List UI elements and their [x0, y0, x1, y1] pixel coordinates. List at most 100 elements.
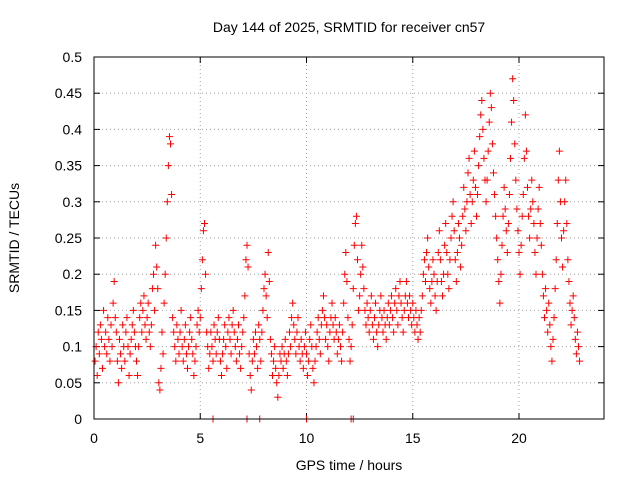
data-point — [212, 350, 220, 358]
data-point — [178, 343, 186, 351]
data-point — [189, 350, 197, 358]
data-point — [385, 321, 393, 329]
data-point — [300, 343, 308, 351]
data-point — [198, 256, 206, 264]
x-tick-label: 10 — [299, 430, 315, 446]
data-point — [243, 241, 251, 249]
data-point — [495, 277, 503, 285]
data-point — [201, 220, 208, 228]
data-point — [531, 248, 539, 256]
data-point — [517, 241, 525, 249]
data-point — [555, 147, 563, 155]
data-point — [507, 154, 514, 162]
data-point — [477, 111, 485, 119]
data-point — [575, 343, 582, 351]
data-point — [431, 292, 439, 300]
data-point — [306, 335, 314, 343]
data-point — [318, 306, 326, 314]
data-point — [94, 328, 102, 336]
data-point — [95, 350, 103, 358]
data-point — [397, 299, 405, 307]
data-point — [354, 256, 361, 264]
data-point — [443, 248, 451, 256]
data-point — [569, 292, 577, 300]
data-point — [184, 364, 191, 372]
y-axis-label: SRMTID / TECUs — [6, 183, 22, 293]
data-point — [513, 205, 521, 213]
data-point — [301, 328, 309, 336]
y-tick-label: 0.3 — [63, 194, 83, 210]
data-point — [239, 328, 247, 336]
data-point — [158, 328, 166, 336]
data-point — [108, 343, 116, 351]
data-point — [174, 335, 182, 343]
data-point — [430, 270, 438, 278]
data-point — [162, 234, 170, 242]
data-point — [292, 350, 300, 358]
data-point — [179, 357, 187, 365]
data-point — [286, 328, 293, 336]
data-point — [175, 350, 183, 358]
data-point — [521, 111, 529, 119]
data-point — [160, 299, 168, 307]
data-point — [129, 306, 137, 314]
data-point — [105, 335, 113, 343]
data-point — [207, 328, 215, 336]
data-point — [512, 176, 520, 184]
data-point — [263, 314, 271, 322]
data-point — [164, 162, 172, 170]
data-point — [339, 328, 347, 336]
data-point — [254, 364, 262, 372]
data-point — [334, 335, 342, 343]
data-point — [269, 372, 276, 380]
data-point — [436, 256, 444, 264]
data-point — [573, 328, 581, 336]
data-point — [320, 292, 327, 300]
data-point — [190, 372, 198, 380]
data-point — [206, 350, 214, 358]
data-point — [246, 372, 254, 380]
data-point — [546, 321, 554, 329]
data-point — [486, 89, 494, 97]
data-point — [551, 285, 559, 293]
data-point — [364, 314, 372, 322]
data-point — [182, 350, 190, 358]
data-point — [230, 328, 238, 336]
data-point — [279, 364, 287, 372]
data-point — [537, 241, 545, 249]
data-point — [253, 343, 261, 351]
data-point — [130, 328, 138, 336]
data-point — [563, 220, 571, 228]
data-point — [366, 306, 374, 314]
data-point — [390, 328, 398, 336]
data-point — [468, 198, 476, 206]
data-point — [281, 335, 289, 343]
data-point — [266, 335, 274, 343]
x-tick-label: 15 — [405, 430, 421, 446]
data-point — [135, 343, 143, 351]
data-point — [413, 321, 421, 329]
data-point — [303, 350, 310, 358]
data-point — [392, 285, 400, 293]
data-point — [265, 277, 273, 285]
data-point — [124, 343, 132, 351]
data-point — [441, 241, 449, 249]
data-point — [499, 212, 507, 220]
data-point — [543, 306, 551, 314]
data-point — [125, 372, 133, 380]
data-point — [232, 357, 240, 365]
data-point — [450, 227, 458, 235]
y-tick-label: 0.35 — [55, 158, 82, 174]
data-point — [224, 328, 232, 336]
data-point — [346, 357, 354, 365]
data-point — [469, 176, 477, 184]
data-point — [210, 321, 218, 329]
data-point — [359, 263, 367, 271]
data-point — [559, 263, 567, 271]
data-point — [516, 270, 524, 278]
data-point — [136, 314, 144, 322]
data-point — [458, 241, 466, 249]
data-point — [109, 299, 117, 307]
data-point — [309, 364, 317, 372]
data-point — [532, 270, 540, 278]
